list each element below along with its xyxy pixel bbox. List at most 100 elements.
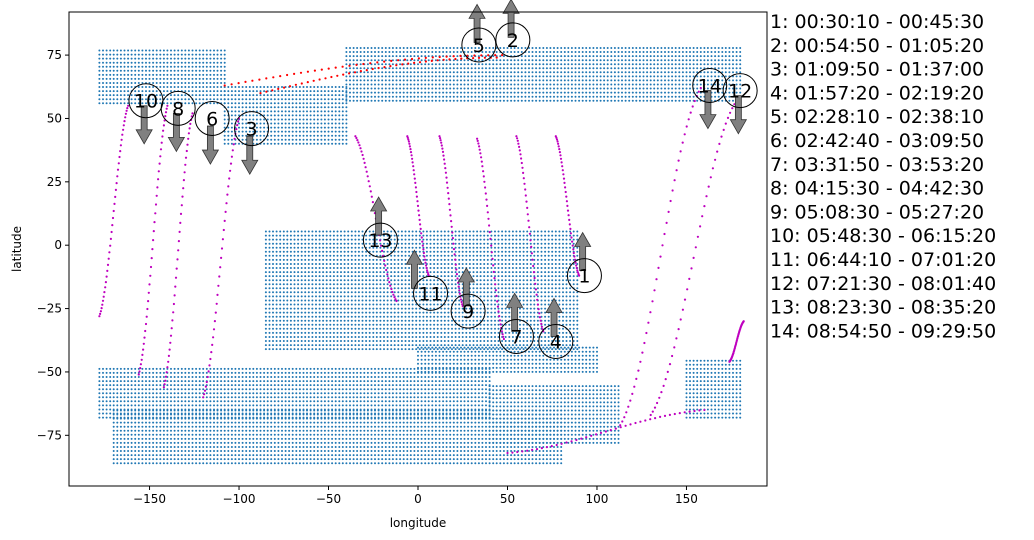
land-dot — [347, 271, 350, 274]
land-dot — [195, 57, 198, 60]
land-dot — [223, 57, 226, 60]
land-dot — [504, 238, 507, 241]
land-dot — [155, 53, 158, 56]
land-dot — [617, 55, 620, 58]
land-dot — [606, 63, 609, 66]
land-dot — [370, 59, 373, 62]
land-dot — [533, 254, 536, 257]
land-dot — [275, 307, 278, 310]
land-dot — [397, 254, 400, 257]
land-dot — [309, 102, 312, 105]
land-dot — [288, 118, 291, 121]
land-dot — [513, 75, 516, 78]
land-dot — [721, 71, 724, 74]
land-dot — [152, 90, 155, 93]
land-dot — [445, 79, 448, 82]
land-dot — [497, 327, 500, 330]
land-dot — [282, 275, 285, 278]
land-dot — [340, 299, 342, 302]
land-dot — [417, 95, 419, 98]
land-dot — [671, 59, 674, 62]
land-dot — [458, 287, 461, 290]
land-dot — [510, 71, 513, 74]
land-dot — [336, 323, 339, 326]
land-dot — [291, 90, 294, 93]
land-dot — [476, 234, 479, 237]
land-dot — [438, 87, 441, 90]
land-dot — [259, 98, 262, 101]
land-dot — [381, 99, 384, 102]
land-dot — [420, 99, 423, 102]
land-dot — [703, 83, 706, 86]
land-dot — [519, 234, 521, 237]
land-dot — [402, 91, 405, 94]
land-dot — [506, 51, 509, 53]
land-dot — [279, 254, 282, 257]
land-dot — [390, 344, 393, 347]
land-dot — [400, 238, 403, 241]
land-dot — [660, 63, 663, 66]
land-dot — [304, 295, 307, 298]
land-dot — [638, 83, 641, 86]
land-dot — [596, 99, 598, 102]
land-dot — [404, 271, 407, 274]
land-dot — [325, 258, 328, 261]
land-dot — [486, 230, 489, 233]
land-dot — [502, 79, 505, 82]
land-dot — [510, 63, 513, 66]
land-dot — [497, 250, 500, 253]
land-dot — [282, 315, 285, 318]
land-dot — [671, 75, 674, 78]
land-dot — [443, 258, 446, 261]
land-dot — [289, 348, 292, 351]
land-dot — [418, 295, 421, 298]
land-dot — [528, 99, 530, 102]
land-dot — [692, 55, 695, 58]
land-dot — [375, 315, 378, 318]
land-dot — [468, 263, 471, 265]
land-dot — [395, 67, 398, 70]
land-dot — [313, 134, 316, 137]
land-dot — [429, 250, 432, 253]
land-dot — [255, 86, 258, 88]
land-dot — [497, 258, 500, 261]
land-dot — [397, 267, 400, 269]
land-dot — [325, 283, 328, 286]
land-dot — [531, 79, 534, 82]
land-dot — [486, 327, 489, 330]
land-dot — [366, 75, 369, 78]
land-dot — [706, 79, 709, 82]
land-dot — [304, 327, 307, 330]
land-dot — [581, 75, 584, 78]
land-dot — [361, 307, 364, 310]
land-dot — [585, 71, 588, 74]
land-dot — [502, 99, 505, 102]
land-dot — [529, 340, 532, 342]
land-dot — [350, 307, 353, 310]
land-dot — [198, 65, 201, 68]
land-dot — [714, 63, 717, 66]
land-dot — [425, 340, 428, 342]
land-dot — [105, 102, 108, 105]
land-dot — [599, 63, 602, 66]
land-dot — [427, 91, 430, 94]
land-dot — [383, 263, 385, 265]
land-dot — [137, 102, 140, 105]
land-dot — [642, 63, 645, 66]
land-dot — [442, 79, 445, 82]
land-dot — [343, 271, 346, 274]
land-dot — [134, 77, 137, 80]
land-dot — [288, 98, 291, 101]
land-dot — [307, 263, 310, 265]
land-dot — [528, 91, 530, 94]
land-dot — [306, 106, 308, 109]
land-dot — [275, 295, 278, 298]
land-dot — [553, 95, 555, 98]
land-dot — [417, 67, 419, 70]
land-dot — [365, 331, 368, 334]
land-dot — [375, 295, 378, 298]
land-dot — [485, 83, 487, 86]
land-dot — [272, 311, 274, 314]
land-dot — [429, 299, 432, 302]
land-dot — [127, 86, 130, 88]
